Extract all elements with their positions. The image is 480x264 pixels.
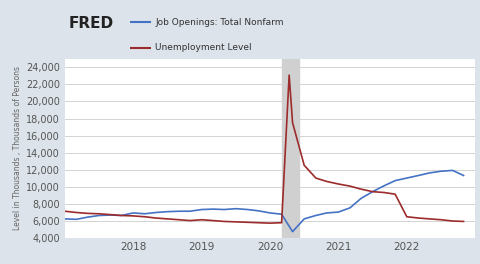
Text: Unemployment Level: Unemployment Level — [155, 43, 252, 52]
Text: Job Openings: Total Nonfarm: Job Openings: Total Nonfarm — [155, 18, 284, 27]
Y-axis label: Level in Thousands , Thousands of Persons: Level in Thousands , Thousands of Person… — [13, 66, 22, 230]
Text: FRED: FRED — [69, 16, 114, 31]
Bar — [282, 59, 299, 238]
